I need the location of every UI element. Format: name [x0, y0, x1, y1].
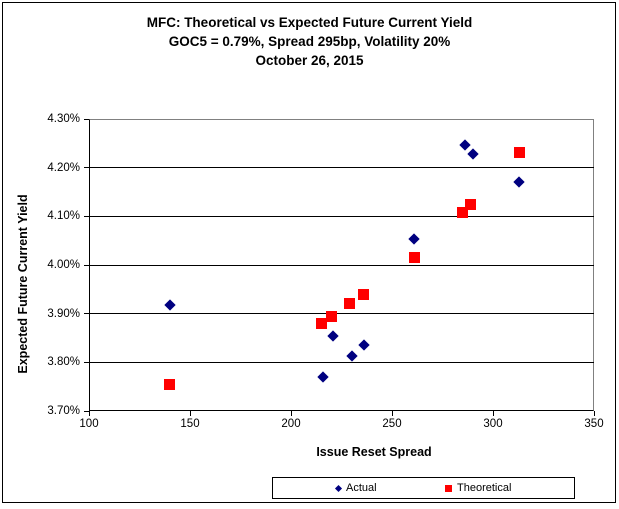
data-point-theoretical [465, 199, 477, 211]
y-tick-mark [84, 167, 89, 169]
y-tick-mark [84, 264, 89, 266]
x-tick-label: 250 [382, 418, 402, 430]
data-point-theoretical [513, 147, 525, 159]
x-tick-label: 350 [584, 418, 604, 430]
x-axis-title: Issue Reset Spread [316, 445, 432, 459]
y-tick-label: 3.70% [47, 405, 80, 417]
y-tick-label: 3.80% [47, 356, 80, 369]
x-tick-mark [290, 411, 292, 416]
chart-title-line1: MFC: Theoretical vs Expected Future Curr… [146, 15, 473, 30]
legend-item-actual: Actual [334, 482, 377, 494]
y-tick-mark [84, 313, 89, 315]
gridline [89, 215, 594, 217]
theoretical-square-icon [445, 484, 452, 492]
chart-title-line2: GOC5 = 0.79%, Spread 295bp, Volatility 2… [168, 34, 451, 49]
legend-label-theoretical: Theoretical [457, 482, 512, 494]
x-tick-label: 150 [180, 418, 200, 430]
y-tick-label: 4.00% [47, 259, 80, 271]
y-tick-mark [84, 361, 89, 363]
data-point-theoretical [315, 318, 327, 330]
data-point-theoretical [358, 289, 370, 301]
legend-item-theoretical: Theoretical [445, 482, 511, 494]
gridline [89, 264, 594, 266]
x-tick-mark [492, 411, 494, 416]
gridline [89, 361, 594, 363]
data-point-theoretical [408, 252, 420, 264]
x-tick-mark [189, 411, 191, 416]
y-tick-label: 3.90% [47, 307, 80, 320]
gridline [89, 313, 594, 315]
y-tick-mark [84, 215, 89, 217]
chart-title-line3: October 26, 2015 [255, 53, 364, 68]
y-tick-mark [84, 118, 89, 120]
x-tick-mark [391, 411, 393, 416]
y-axis-title: Expected Future Current Yield [16, 194, 30, 374]
chart-title-block: MFC: Theoretical vs Expected Future Curr… [0, 13, 619, 70]
data-point-theoretical [457, 207, 469, 219]
data-point-theoretical [344, 298, 356, 310]
x-tick-label: 100 [79, 418, 99, 430]
x-tick-mark [88, 411, 90, 416]
y-tick-mark [84, 410, 89, 412]
x-tick-label: 300 [483, 418, 503, 430]
y-tick-label: 4.30% [47, 113, 80, 125]
x-tick-label: 200 [281, 418, 301, 430]
y-tick-label: 4.10% [47, 210, 80, 223]
data-point-theoretical [325, 311, 337, 323]
legend: Actual Theoretical [272, 477, 575, 499]
y-tick-label: 4.20% [47, 161, 80, 174]
legend-label-actual: Actual [346, 482, 377, 494]
gridline [89, 167, 594, 169]
actual-diamond-icon [334, 484, 343, 492]
x-tick-mark [593, 411, 595, 416]
data-point-theoretical [164, 379, 176, 391]
